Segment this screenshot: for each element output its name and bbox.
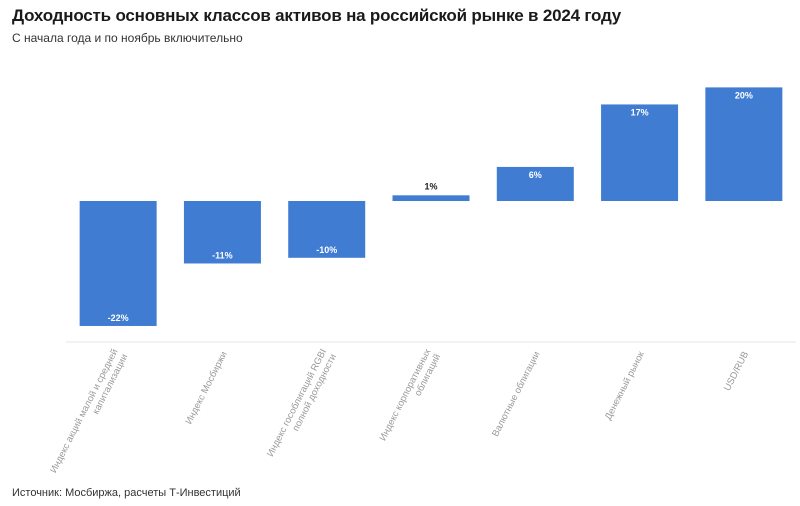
bar-4 — [392, 195, 470, 201]
bar-1 — [79, 201, 157, 326]
bar-3 — [288, 201, 366, 258]
chart-subtitle: С начала года и по ноябрь включительно — [12, 31, 243, 45]
data-label-5: 6% — [529, 170, 542, 180]
tick-label-7: USD/RUB — [722, 350, 751, 393]
bar-6 — [601, 104, 679, 201]
tick-label-4: Индекс корпоративныхоблигаций — [377, 347, 443, 448]
data-label-1: -22% — [108, 313, 129, 323]
data-label-7: 20% — [735, 90, 753, 100]
tick-label-5: Валютные облигации — [490, 350, 543, 439]
source-note: Источник: Мосбиржа, расчеты Т-Инвестиций — [12, 487, 241, 499]
bar-5 — [496, 166, 574, 201]
bar-7 — [705, 87, 783, 201]
data-label-6: 17% — [631, 107, 649, 117]
tick-label-1: Индекс акций малой и среднейкапитализаци… — [48, 347, 130, 480]
data-label-2: -11% — [212, 250, 233, 260]
chart-title: Доходность основных классов активов на р… — [12, 6, 622, 25]
data-label-4: 1% — [424, 181, 437, 191]
bar-2 — [183, 201, 261, 264]
tick-label-3: Индекс гособлигаций RGBIполной доходност… — [265, 347, 339, 464]
tick-label-6: Денежный рынок — [603, 349, 647, 422]
tick-label-2: Индекс Мосбиржи — [184, 350, 230, 427]
data-label-3: -10% — [316, 245, 337, 255]
bar-chart: -22% Индекс акций малой и среднейкапитали… — [48, 87, 796, 480]
